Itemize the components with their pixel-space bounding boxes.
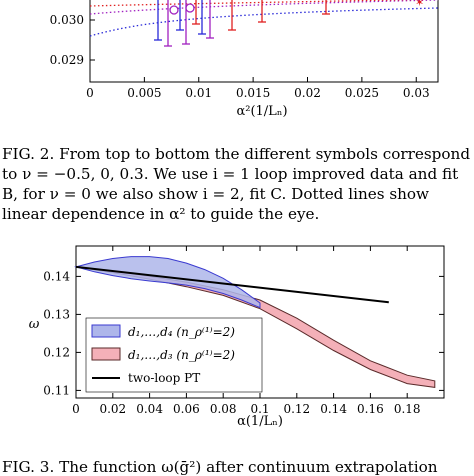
fig2-error-bar: ✶ [192, 0, 424, 31]
legend-label: two-loop PT [128, 371, 200, 385]
fig3-legend: d₁,…,d₄ (n_ρ⁽¹⁾=2) d₁,…,d₃ (n_ρ⁽¹⁾=2) tw… [85, 317, 263, 393]
figure-3-plot: 0 0.02 0.04 0.06 0.08 0.1 0.12 0.14 0.16 0.18 0.1… [29, 245, 445, 429]
fig2-dotted-line-purple [89, 0, 439, 15]
caption-line: linear dependence in α² to guide the eye… [2, 205, 320, 223]
x-tick-label: 0.16 [357, 402, 384, 416]
figure-2-caption: FIG. 2. From top to bottom the different… [2, 144, 472, 224]
x-tick-label: 0.015 [236, 86, 270, 100]
fig3-y-ticks: 0.14 0.13 0.12 0.11 [43, 269, 444, 397]
fig2-x-axis-label: α²(1/Lₙ) [236, 104, 287, 119]
x-tick-label: 0.01 [185, 86, 212, 100]
x-tick-label: 0.14 [320, 402, 347, 416]
fig3-x-ticks: 0 0.02 0.04 0.06 0.08 0.1 0.12 0.14 0.16 0.18 [72, 246, 421, 416]
x-tick-label: 0.04 [136, 402, 163, 416]
fig2-dotted-line-red [89, 0, 422, 7]
figure-3-caption: FIG. 3. The function ω(ḡ²) after continu… [2, 458, 438, 476]
y-tick-label: 0.13 [43, 307, 70, 321]
x-tick-label: 0.02 [99, 402, 126, 416]
x-tick-label: 0.08 [210, 402, 237, 416]
fig2-dotted-line-blue [89, 7, 439, 37]
x-tick-label: 0.02 [294, 86, 321, 100]
y-tick-label: 0.12 [43, 345, 70, 359]
fig2-error-bar [164, 0, 214, 47]
x-tick-label: 0 [86, 86, 94, 100]
fig3-y-axis-label: ω [29, 317, 40, 332]
fig2-x-ticks: 0 0.005 0.01 0.015 0.02 0.025 0.03 [86, 77, 430, 100]
caption-line: FIG. 2. From top to bottom the different… [2, 145, 471, 163]
two-loop-pt-line [75, 265, 389, 304]
y-tick-label: 0.030 [50, 13, 84, 27]
caption-line: B, for ν = 0 we also show i = 2, fit C. … [2, 185, 430, 203]
fig2-frame [89, 0, 439, 83]
y-tick-label: 0.14 [43, 269, 70, 283]
y-tick-label: 0.029 [50, 53, 84, 67]
fig2-error-bar [154, 0, 206, 41]
band-d1-d4 [74, 256, 261, 309]
x-tick-label: 0.18 [394, 402, 421, 416]
fig3-x-axis-label: α(1/Lₙ) [237, 414, 283, 429]
legend-swatch-blue-band [91, 324, 121, 338]
x-tick-label: 0 [72, 402, 80, 416]
legend-swatch-pink-band [91, 347, 121, 361]
y-tick-label: 0.11 [43, 383, 70, 397]
svg-text:✶: ✶ [415, 0, 424, 9]
x-tick-label: 0.03 [403, 86, 430, 100]
x-tick-label: 0.005 [127, 86, 161, 100]
x-tick-label: 0.1 [250, 402, 269, 416]
caption-line: to ν = −0.5, 0, 0.3. We use i = 1 loop i… [2, 165, 459, 183]
x-tick-label: 0.12 [283, 402, 310, 416]
x-tick-label: 0.025 [345, 86, 379, 100]
figure-2-plot: ✶ 0 0.005 0.01 0.015 0.02 0.025 0.03 0.030 0.02… [50, 0, 439, 119]
legend-label: d₁,…,d₄ (n_ρ⁽¹⁾=2) [128, 325, 235, 339]
fig2-y-ticks: 0.030 0.029 [50, 13, 95, 67]
x-tick-label: 0.06 [173, 402, 200, 416]
legend-label: d₁,…,d₃ (n_ρ⁽¹⁾=2) [128, 348, 235, 362]
